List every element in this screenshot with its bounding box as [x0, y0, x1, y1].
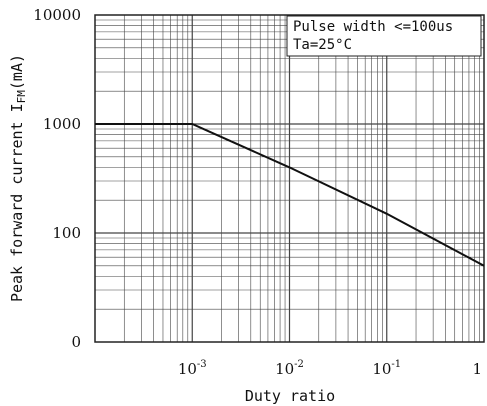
x-tick-label: 1: [472, 360, 482, 378]
y-axis-label-unit: (mA): [8, 54, 26, 90]
annotation-box: Pulse width <=100us Ta=25°C: [286, 15, 482, 57]
annotation-temperature: Ta=25°C: [293, 37, 352, 53]
y-tick-label: 0: [71, 333, 81, 351]
x-tick-base: 10: [178, 360, 197, 378]
y-axis-label-subscript: FM: [15, 90, 28, 104]
y-tick-label: 100: [52, 224, 81, 242]
annotation-background: [286, 15, 482, 57]
x-tick-base: 10: [275, 360, 294, 378]
annotation-pulse-width: Pulse width <=100us: [293, 19, 453, 35]
series-line-0: [95, 123, 485, 267]
y-tick-label: 1000: [43, 115, 81, 133]
x-tick-base: 10: [372, 360, 391, 378]
x-tick-label: 10-1: [372, 359, 401, 378]
y-axis-label-main: Peak forward current I: [8, 103, 26, 302]
x-tick-exponent: -3: [197, 359, 207, 370]
x-tick-label: 10-2: [275, 359, 304, 378]
y-axis-label: Peak forward current IFM(mA): [8, 54, 28, 302]
x-tick-exponent: -1: [391, 359, 401, 370]
y-tick-label: 10000: [33, 6, 81, 24]
x-tick-label: 10-3: [178, 359, 207, 378]
plot-area-frame: [94, 14, 485, 343]
series-layer: [95, 123, 485, 267]
x-tick-labels: 10-3 10-2 10-1 1: [178, 359, 482, 378]
x-axis-label: Duty ratio: [245, 387, 335, 405]
x-tick-exponent: -2: [294, 359, 304, 370]
grid: [95, 15, 484, 342]
x-tick-base: 1: [472, 360, 482, 378]
